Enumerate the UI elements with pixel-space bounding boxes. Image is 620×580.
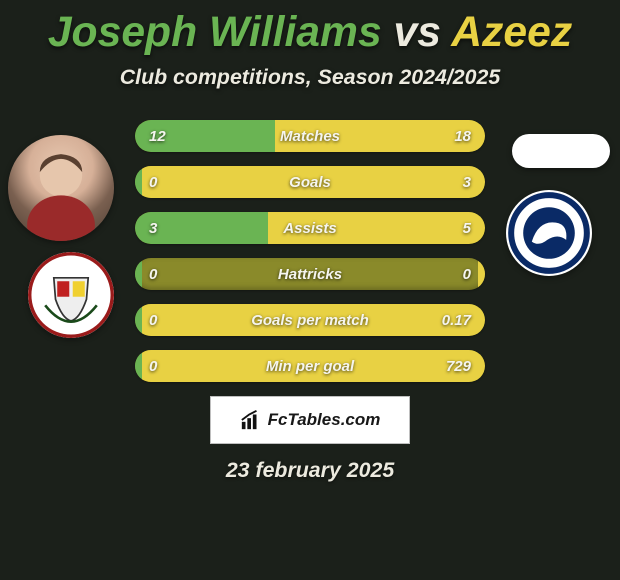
stat-label: Hattricks [135,266,485,283]
fctables-logo-icon [240,409,262,431]
snapshot-date: 23 february 2025 [0,458,620,483]
stat-row: 00Hattricks [135,258,485,290]
source-label: FcTables.com [268,410,381,430]
title-player1: Joseph Williams [48,8,382,56]
stat-label: Min per goal [135,358,485,375]
page-title: Joseph Williams vs Azeez [0,0,620,57]
title-player2: Azeez [451,8,572,56]
stats-stage: 1218Matches 03Goals 35Assists 00Hattricks 00… [0,120,620,382]
stat-row: 03Goals [135,166,485,198]
stat-row: 00.17Goals per match [135,304,485,336]
stat-row: 0729Min per goal [135,350,485,382]
stat-row: 1218Matches [135,120,485,152]
club-crest-icon [506,190,592,276]
stat-label: Matches [135,128,485,145]
comparison-infographic: Joseph Williams vs Azeez Club competitio… [0,0,620,580]
stat-label: Goals per match [135,312,485,329]
avatar-placeholder-icon [8,135,114,241]
player2-avatar [512,134,610,168]
title-vs: vs [382,8,452,56]
stat-row: 35Assists [135,212,485,244]
stat-label: Assists [135,220,485,237]
club-crest-icon [28,252,114,338]
stat-label: Goals [135,174,485,191]
player1-club-badge [28,252,114,338]
player2-club-badge [506,190,592,276]
subtitle: Club competitions, Season 2024/2025 [0,65,620,90]
stat-bars: 1218Matches 03Goals 35Assists 00Hattricks 00… [135,120,485,382]
source-attribution: FcTables.com [210,396,410,444]
player1-avatar [8,135,114,241]
